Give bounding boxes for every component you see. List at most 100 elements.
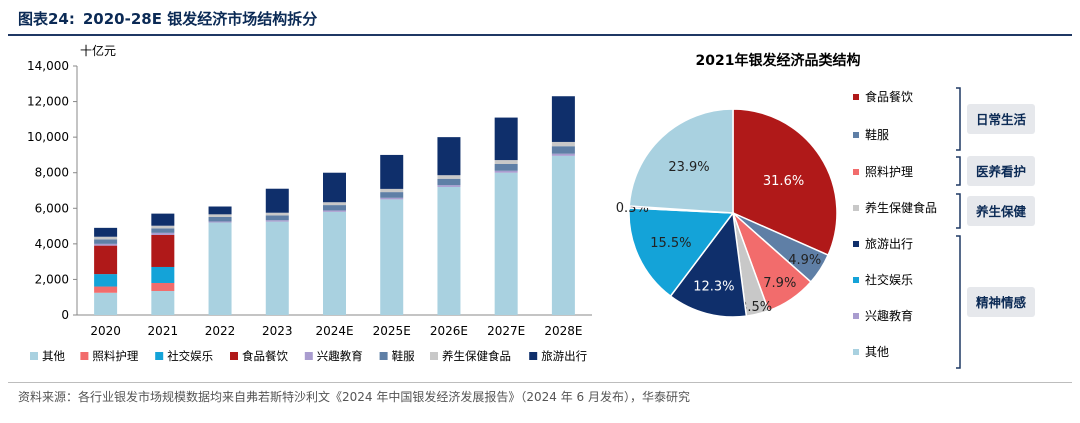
bar-segment <box>380 199 404 315</box>
bar-segment <box>151 228 175 233</box>
bar-segment <box>437 137 461 176</box>
pie-title: 2021年银发经济品类结构 <box>696 52 861 69</box>
pie-data-label: 4.9% <box>788 253 821 268</box>
pie-slice <box>669 211 748 318</box>
bar-segment <box>151 225 175 229</box>
pie-legend-label: 养生保健食品 <box>865 200 937 215</box>
pie-legend-label: 旅游出行 <box>865 237 913 251</box>
bar-segment <box>494 172 518 315</box>
source-note: 资料来源：各行业银发市场规模数据均来自弗若斯特沙利文《2024 年中国银发经济发… <box>18 390 690 404</box>
group-bracket <box>956 87 961 151</box>
pie-data-label: 3.5% <box>739 300 772 315</box>
pie-legend-label: 社交娱乐 <box>865 272 913 287</box>
bar-segment <box>94 245 118 275</box>
group-label-box <box>967 287 1035 317</box>
group-label: 精神情感 <box>976 295 1027 310</box>
legend-label: 社交娱乐 <box>167 349 213 363</box>
pie-legend-swatch <box>853 241 859 247</box>
pie-chart: 2021年银发经济品类结构 31.6% 4.9% 7.9% 3.5% 12.3% 15.5%… <box>616 52 1035 369</box>
legend-swatch <box>80 352 89 360</box>
pie-legend-label: 兴趣教育 <box>865 308 913 323</box>
pie-data-label: 31.6% <box>763 174 804 189</box>
pie-legend-label: 鞋服 <box>865 127 889 142</box>
pie-legend-swatch <box>853 313 859 319</box>
y-tick-label: 0 <box>61 308 69 322</box>
x-tick-label: 2022 <box>205 324 236 338</box>
bar-segment <box>265 212 289 216</box>
bar-segment <box>208 222 232 315</box>
bar-segment <box>494 163 518 171</box>
y-tick-label: 4,000 <box>35 237 69 251</box>
figure-number: 图表24: <box>18 10 75 28</box>
x-tick-label: 2021 <box>148 324 179 338</box>
bar-segment <box>94 236 118 240</box>
bar-segment <box>551 96 575 142</box>
pie-legend-label: 食品餐饮 <box>865 89 913 104</box>
group-bracket <box>956 156 961 186</box>
pie-legend-label: 照料护理 <box>865 165 913 179</box>
legend-label: 养生保健食品 <box>442 349 511 363</box>
bar-segment <box>151 213 175 226</box>
x-tick-label: 2028E <box>544 324 582 338</box>
bar-segment <box>380 197 404 200</box>
pie-slice <box>628 108 734 214</box>
legend-swatch <box>30 352 38 360</box>
pie-data-label: 7.9% <box>763 276 796 291</box>
bar-segment <box>494 117 518 161</box>
bar-segment <box>151 266 175 283</box>
bar-segment <box>380 192 404 198</box>
bar-segment <box>208 214 232 218</box>
bar-segment <box>323 172 346 203</box>
stacked-bar-chart: 十亿元 0 2,000 4,000 6,000 8,000 10,000 12,000 14,0… <box>27 43 592 363</box>
pie-legend-swatch <box>853 277 859 283</box>
pie-legend-swatch <box>853 205 859 211</box>
figure-title: 图表24: 2020-28E 银发经济市场结构拆分 <box>18 8 325 29</box>
group-label: 养生保健 <box>975 204 1027 219</box>
figure-header: 图表24: 2020-28E 银发经济市场结构拆分 <box>8 8 1072 36</box>
x-tick-label: 2024E <box>315 324 353 338</box>
bar-segment <box>208 221 232 223</box>
y-tick-label: 6,000 <box>35 201 69 215</box>
bar-segment <box>437 185 461 187</box>
bar-segment <box>151 232 175 235</box>
bar-segment <box>551 146 575 154</box>
group-label-box <box>967 196 1035 226</box>
bar-segment <box>208 206 232 215</box>
legend-swatch <box>529 352 538 360</box>
bar-segment <box>323 202 346 206</box>
bar-segment <box>151 282 175 291</box>
legend-swatch <box>379 352 388 360</box>
group-label: 医养看护 <box>976 164 1026 179</box>
bar-segment <box>323 211 346 315</box>
legend-label: 鞋服 <box>392 349 415 363</box>
bar-segment <box>551 141 575 147</box>
group-bracket <box>956 193 961 229</box>
bar-segment <box>94 274 118 287</box>
legend-swatch <box>304 352 313 360</box>
bar-segment <box>151 234 175 267</box>
pie-data-label: 12.3% <box>693 279 734 294</box>
bar-segment <box>437 175 461 179</box>
x-tick-label: 2023 <box>262 324 293 338</box>
pie-slice <box>628 207 735 298</box>
bar-segment <box>380 188 404 193</box>
pie-data-label: 15.5% <box>650 236 691 251</box>
bar-segment <box>208 217 232 222</box>
pie-legend-swatch <box>853 169 859 175</box>
y-unit-label: 十亿元 <box>80 43 116 58</box>
x-tick-label: 2027E <box>487 324 525 338</box>
bar-segment <box>94 292 118 315</box>
bar-segment <box>94 239 118 244</box>
pie-data-label: 23.9% <box>668 160 709 175</box>
bar-segment <box>94 227 118 237</box>
y-tick-label: 14,000 <box>27 59 69 73</box>
group-label-box <box>967 104 1035 134</box>
bar-segment <box>94 243 118 246</box>
figure-title-text: 2020-28E 银发经济市场结构拆分 <box>82 10 318 28</box>
header-rule <box>8 34 1072 36</box>
pie-legend-swatch <box>853 94 859 100</box>
legend-swatch <box>430 352 438 360</box>
bar-segment <box>265 221 289 315</box>
bar-segment <box>494 170 518 173</box>
group-label: 日常生活 <box>976 112 1027 127</box>
